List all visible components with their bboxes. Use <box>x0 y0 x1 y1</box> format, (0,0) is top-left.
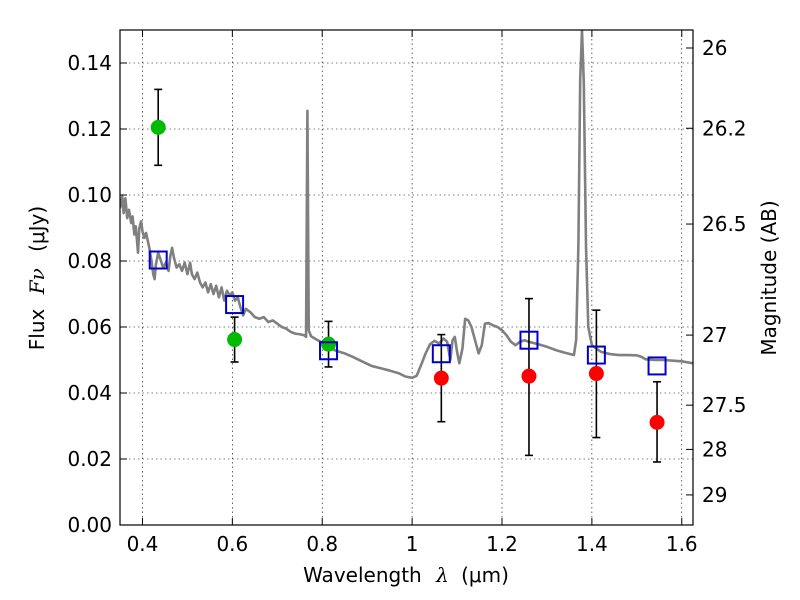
x-tick-label: 0.6 <box>216 532 248 556</box>
y2-tick-label: 29 <box>702 483 727 507</box>
model-square <box>519 330 539 350</box>
x-tick-label: 1 <box>406 532 419 556</box>
model-square <box>431 344 451 364</box>
y2-tick-label: 26.5 <box>702 212 747 236</box>
model-square <box>148 250 168 270</box>
x-tick-label: 0.8 <box>306 532 338 556</box>
y2-tick-label: 27 <box>702 323 727 347</box>
y-axis-label-unit: (μJy) <box>25 206 49 252</box>
y-tick-label: 0.00 <box>67 513 112 537</box>
y2-tick-label: 26 <box>702 36 727 60</box>
x-axis-label: Wavelength λ (μm) <box>303 563 509 587</box>
data-point <box>433 370 449 386</box>
y2-tick-label: 26.2 <box>702 116 747 140</box>
x-tick-label: 1.6 <box>666 532 698 556</box>
model-square <box>225 295 245 315</box>
y-tick-label: 0.12 <box>67 117 112 141</box>
x-axis-label-text: Wavelength <box>303 563 422 587</box>
x-axis-label-symbol: λ <box>435 563 449 587</box>
x-tick-label: 0.4 <box>127 532 159 556</box>
y-tick-label: 0.04 <box>67 381 112 405</box>
model-square <box>586 345 606 365</box>
grid <box>120 30 693 526</box>
y-tick-label: 0.14 <box>67 51 112 75</box>
model-square <box>647 356 667 376</box>
series-layer <box>120 30 693 463</box>
y-tick-label: 0.02 <box>67 447 112 471</box>
data-point <box>227 332 243 348</box>
y2-tick-label: 28 <box>702 437 727 461</box>
ticks: 0.4 0.6 0.8 1 1.2 1.4 1.6 0.00 0.02 0.04 0.06 0.08 0… <box>67 30 747 556</box>
x-tick-label: 1.2 <box>486 532 518 556</box>
y-axis-label-text: Flux <box>25 308 49 350</box>
model-square <box>319 341 339 361</box>
data-point <box>521 368 537 384</box>
data-point <box>150 119 166 135</box>
y-tick-label: 0.06 <box>67 315 112 339</box>
data-point <box>649 414 665 430</box>
y-axis-label: Flux Fν (μJy) <box>25 206 49 350</box>
plot-frame <box>119 29 694 526</box>
y-tick-label: 0.08 <box>67 249 112 273</box>
data-point <box>321 336 337 352</box>
x-tick-label: 1.4 <box>576 532 608 556</box>
spectrum-line <box>120 30 693 380</box>
y2-axis-label: Magnitude (AB) <box>757 200 781 355</box>
data-point <box>588 366 604 382</box>
y-tick-label: 0.10 <box>67 183 112 207</box>
x-axis-label-unit: (μm) <box>461 563 509 587</box>
y2-tick-label: 27.5 <box>702 393 747 417</box>
y-axis-label-symbol: Fν <box>25 268 49 295</box>
